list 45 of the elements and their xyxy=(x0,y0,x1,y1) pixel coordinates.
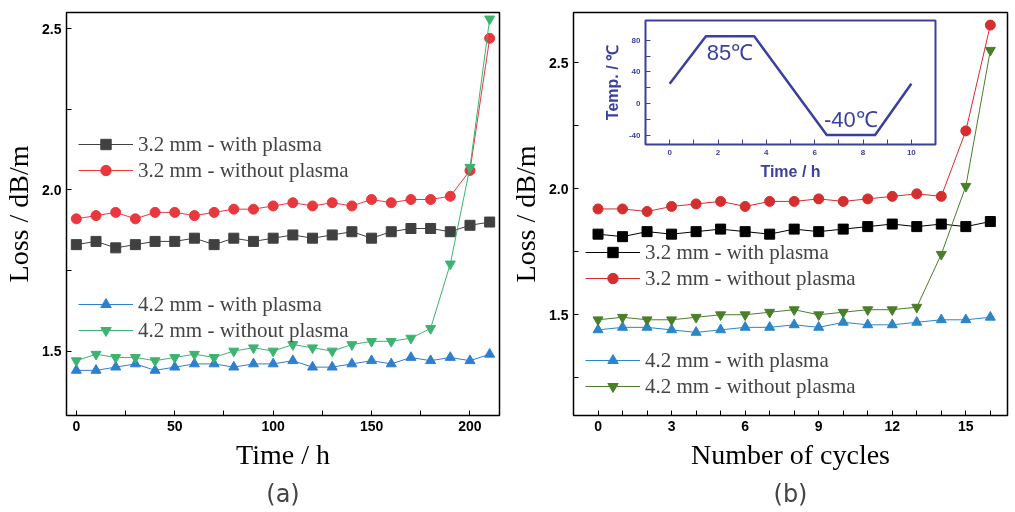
legend-label: 4.2 mm - with plasma xyxy=(645,347,829,373)
text: (b) xyxy=(773,479,808,508)
y-axis-title: Loss / dB/m xyxy=(510,145,542,283)
legend-label: 4.2 mm - without plasma xyxy=(138,317,349,343)
y-axis-title: Loss / dB/m xyxy=(3,145,35,283)
x-tick-label: 12 xyxy=(884,417,901,434)
x-tick-label: 0 xyxy=(594,417,603,434)
legend-label: 3.2 mm - without plasma xyxy=(645,265,856,291)
y-tick-label: 80 xyxy=(631,35,642,45)
y-tick-label: -40 xyxy=(628,130,642,140)
y-tick-label: 2.5 xyxy=(42,20,62,37)
y-tick-label: 2.5 xyxy=(549,54,569,71)
x-tick-label: 9 xyxy=(814,417,823,434)
x-tick-label: 6 xyxy=(741,417,750,434)
x-tick-label: 0 xyxy=(72,417,81,434)
y-tick-label: 2.0 xyxy=(549,180,569,197)
x-tick-label: 6 xyxy=(812,147,818,157)
x-tick-label: 4 xyxy=(764,147,770,157)
x-tick-label: 8 xyxy=(860,147,866,157)
x-axis-title: Number of cycles xyxy=(690,438,891,470)
x-tick-label: 15 xyxy=(958,417,974,434)
y-tick-label: 2.0 xyxy=(42,181,62,198)
y-tick-label: 0 xyxy=(636,98,642,108)
text: (a) xyxy=(266,479,300,508)
legend-label: 4.2 mm - without plasma xyxy=(645,373,856,399)
y-tick-label: 40 xyxy=(631,67,642,77)
x-tick-label: 50 xyxy=(166,417,183,434)
y-tick-label: 1.5 xyxy=(549,306,569,323)
x-tick-label: 150 xyxy=(359,417,384,434)
x-tick-label: 2 xyxy=(715,147,721,157)
x-tick-label: 3 xyxy=(667,417,676,434)
legend-label: 3.2 mm - with plasma xyxy=(645,239,829,265)
x-axis-title: Time / h xyxy=(236,438,330,470)
x-tick-label: 10 xyxy=(906,147,917,157)
x-tick-label: 200 xyxy=(458,417,482,434)
annotation: 85℃ xyxy=(706,40,754,66)
y-tick-label: 1.5 xyxy=(42,343,62,360)
legend-label: 3.2 mm - with plasma xyxy=(138,131,322,157)
x-tick-label: 0 xyxy=(667,147,673,157)
legend-label: 3.2 mm - without plasma xyxy=(138,157,349,183)
y-axis-title: Temp. / ℃ xyxy=(603,44,621,121)
annotation: -40℃ xyxy=(824,107,878,133)
x-tick-label: 100 xyxy=(261,417,286,434)
legend-label: 4.2 mm - with plasma xyxy=(138,291,322,317)
x-axis-title: Time / h xyxy=(760,162,821,180)
